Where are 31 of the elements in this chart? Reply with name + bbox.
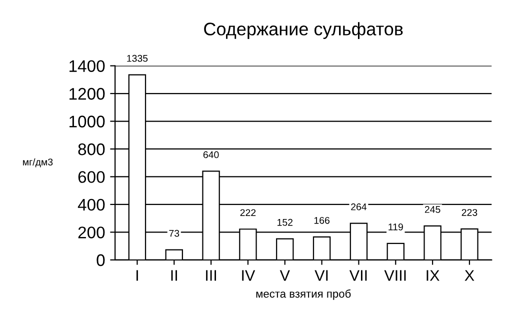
x-tick-label: II bbox=[171, 270, 177, 281]
y-tick-label: 0 bbox=[96, 254, 105, 266]
data-label: 223 bbox=[462, 209, 478, 216]
chart-title: Содержание сульфатов bbox=[204, 22, 403, 39]
y-tick-label: 600 bbox=[78, 171, 105, 183]
y-axis-title: мг/дм3 bbox=[23, 158, 53, 168]
data-label: 245 bbox=[424, 206, 440, 213]
data-label: 222 bbox=[240, 209, 256, 216]
x-tick-label: IV bbox=[242, 270, 256, 281]
x-tick-label: VII bbox=[349, 270, 367, 281]
data-label: 166 bbox=[314, 216, 330, 224]
data-label: 264 bbox=[351, 203, 367, 210]
y-tick-label: 400 bbox=[78, 198, 105, 211]
x-tick-label: V bbox=[280, 270, 290, 281]
y-tick-label: 1200 bbox=[70, 88, 105, 100]
data-label: 119 bbox=[388, 223, 403, 230]
x-tick-label: IX bbox=[426, 270, 440, 281]
y-tick-label: 200 bbox=[78, 226, 105, 238]
data-label: 73 bbox=[169, 230, 180, 237]
data-label: 1335 bbox=[127, 54, 148, 62]
y-tick-label: 1000 bbox=[70, 116, 105, 128]
x-tick-label: VIII bbox=[384, 270, 406, 281]
y-tick-label: 800 bbox=[78, 143, 105, 156]
x-tick-label: III bbox=[206, 270, 216, 281]
x-axis-title: места взятия проб bbox=[256, 289, 351, 300]
x-tick-label: X bbox=[464, 270, 474, 281]
x-tick-label: I bbox=[136, 270, 138, 281]
y-tick-label: 1400 bbox=[70, 60, 105, 72]
data-label: 152 bbox=[278, 218, 293, 226]
data-label: 640 bbox=[203, 151, 219, 158]
x-tick-label: VI bbox=[314, 270, 328, 281]
